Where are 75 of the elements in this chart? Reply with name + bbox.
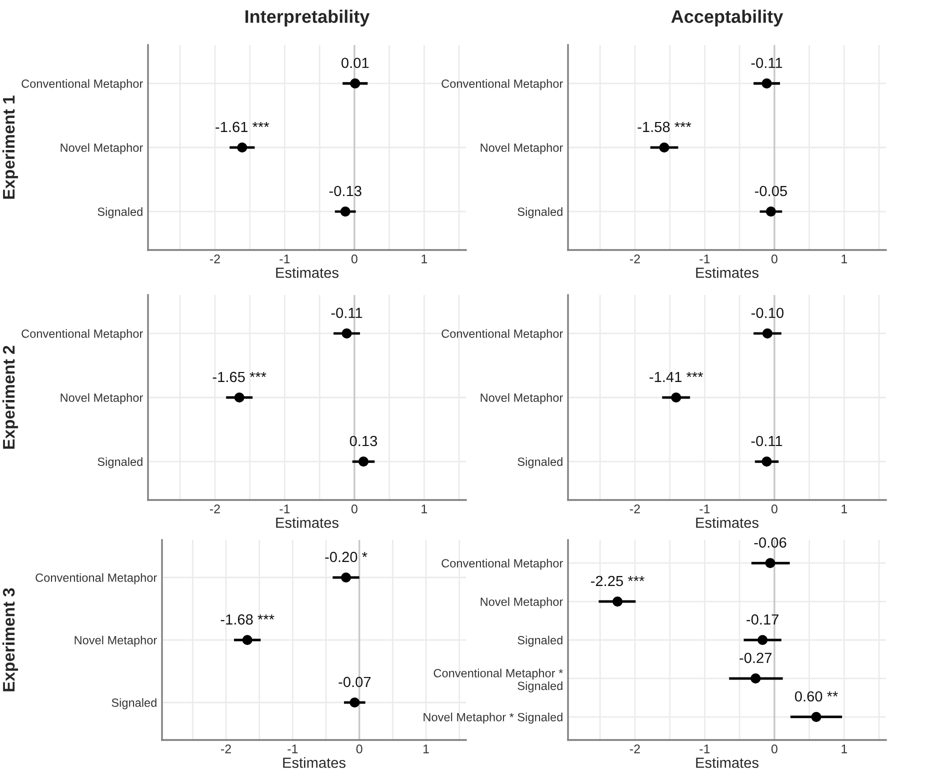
y-tick-label: Novel Metaphor xyxy=(60,393,143,404)
x-axis-title: Estimates xyxy=(696,267,758,278)
y-tick-label: Signaled xyxy=(112,698,156,710)
x-tick-label: -2 xyxy=(630,504,640,514)
x-tick-label: 1 xyxy=(842,254,848,264)
y-tick-label: Novel Metaphor xyxy=(480,393,563,404)
x-tick-label: -2 xyxy=(630,744,640,754)
data-label: -0.05 xyxy=(754,186,787,196)
data-label: -0.10 xyxy=(751,308,784,318)
x-tick-label: -1 xyxy=(280,254,290,264)
x-tick-label: 1 xyxy=(422,504,428,514)
x-tick-label: 1 xyxy=(423,744,429,754)
data-label: 0.01 xyxy=(342,58,369,68)
x-tick-label: -1 xyxy=(700,504,710,514)
data-label: -0.11 xyxy=(751,436,782,446)
x-tick-label: -2 xyxy=(630,254,640,264)
y-tick-label: Novel Metaphor xyxy=(60,143,143,154)
x-tick-label: 1 xyxy=(842,504,848,514)
data-label: -0.11 xyxy=(751,58,782,68)
y-tick-label: Novel Metaphor xyxy=(480,143,563,154)
x-tick-label: -1 xyxy=(280,504,290,514)
x-axis-title: Estimates xyxy=(696,517,758,528)
data-label: -1.61 *** xyxy=(216,122,270,132)
x-tick-label: 0 xyxy=(771,254,778,264)
x-axis-title: Estimates xyxy=(696,757,758,768)
data-label: -1.41 *** xyxy=(650,372,704,382)
x-tick-label: -2 xyxy=(210,504,220,514)
data-label: -0.27 xyxy=(740,652,772,664)
y-tick-label: Conventional Metaphor xyxy=(22,79,143,90)
y-tick-label: Conventional Metaphor xyxy=(442,558,563,570)
y-tick-label: Signaled xyxy=(518,457,562,468)
x-tick-label: 0 xyxy=(771,744,778,754)
data-label: -2.25 *** xyxy=(591,576,644,586)
x-tick-label: -1 xyxy=(288,744,298,754)
x-tick-label: -1 xyxy=(700,744,710,754)
data-label: -0.11 xyxy=(331,308,362,318)
y-axis-title: Experiment 2 xyxy=(2,346,18,449)
y-tick-label: Novel Metaphor * Signaled xyxy=(424,712,562,724)
data-label: -0.07 xyxy=(338,676,371,688)
y-tick-label: Signaled xyxy=(518,207,562,218)
chart-title: Acceptability xyxy=(671,10,784,27)
x-tick-label: 0 xyxy=(351,254,358,264)
y-tick-label: Signaled xyxy=(98,457,142,468)
x-tick-label: -2 xyxy=(210,254,220,264)
y-tick-label: Signaled xyxy=(518,636,562,647)
y-axis-title: Experiment 1 xyxy=(2,96,18,199)
y-axis-title: Experiment 3 xyxy=(2,588,18,692)
data-label: -1.58 *** xyxy=(638,122,692,132)
data-label: -1.68 *** xyxy=(220,614,274,625)
y-tick-label: Novel Metaphor xyxy=(480,597,563,608)
y-tick-label: Conventional Metaphor xyxy=(442,329,563,340)
chart-title: Interpretability xyxy=(246,10,370,27)
data-label: 0.13 xyxy=(350,436,378,446)
y-tick-label: Conventional Metaphor xyxy=(36,573,157,584)
y-tick-label: Conventional Metaphor * Signaled xyxy=(434,668,563,692)
y-tick-label: Conventional Metaphor xyxy=(442,79,563,90)
x-tick-label: 0 xyxy=(351,504,358,514)
data-label: -0.06 xyxy=(754,537,786,548)
data-label: 0.60 ** xyxy=(794,691,838,702)
y-tick-label: Signaled xyxy=(98,207,142,218)
data-label: -1.65 *** xyxy=(212,372,266,382)
x-tick-label: 1 xyxy=(842,744,848,754)
x-tick-label: 1 xyxy=(422,254,428,264)
y-tick-label: Conventional Metaphor xyxy=(22,329,143,340)
x-axis-title: Estimates xyxy=(276,267,338,278)
x-axis-title: Estimates xyxy=(276,517,338,528)
data-label: -0.17 xyxy=(746,614,778,625)
x-axis-title: Estimates xyxy=(283,757,346,768)
data-label: -0.20 * xyxy=(325,552,368,562)
x-tick-label: 0 xyxy=(356,744,362,754)
x-tick-label: 0 xyxy=(771,504,778,514)
data-label: -0.13 xyxy=(329,186,362,196)
y-tick-label: Novel Metaphor xyxy=(74,636,157,647)
x-tick-label: -1 xyxy=(700,254,710,264)
x-tick-label: -2 xyxy=(221,744,231,754)
